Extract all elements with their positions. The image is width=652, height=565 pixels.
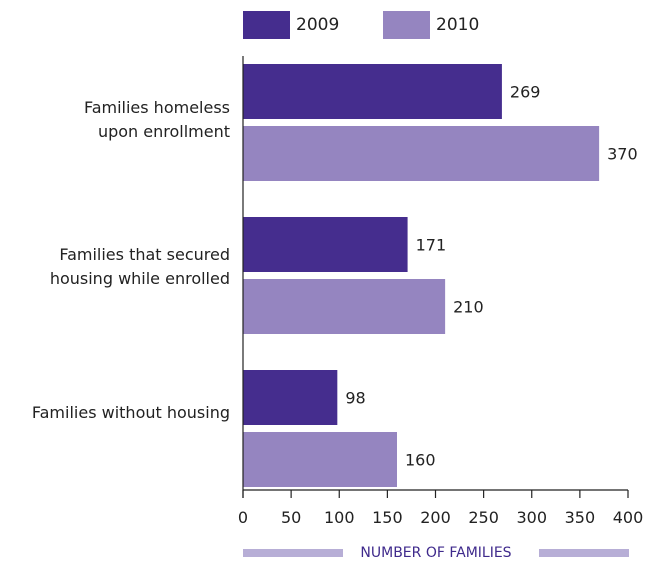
category-label-secured: Families that secured housing while enro…: [49, 245, 230, 288]
x-tick-label-0: 0: [238, 508, 248, 527]
x-tick-label-250: 250: [468, 508, 499, 527]
bar-2010-2: [243, 432, 397, 487]
legend-swatch-2009: [243, 11, 290, 39]
bar-2010-1: [243, 279, 446, 334]
x-tick-label-150: 150: [372, 508, 403, 527]
x-tick-label-400: 400: [613, 508, 644, 527]
bar-2010-0: [243, 126, 600, 181]
x-axis-title-rule-left: [243, 549, 343, 557]
bar-2009-2: [243, 370, 338, 425]
x-axis-title: NUMBER OF FAMILIES: [243, 543, 629, 563]
bar-2009-1: [243, 217, 408, 272]
legend-label-2010: 2010: [436, 15, 480, 35]
data-label-2010-0: 370: [607, 145, 638, 164]
x-axis-title-text: NUMBER OF FAMILIES: [354, 545, 518, 561]
data-label-2009-2: 98: [345, 389, 365, 408]
data-label-2010-1: 210: [453, 298, 484, 317]
bar-chart: 269 370 171 210 98 160 0 50 100 150 200 250 300 350 40…: [238, 56, 644, 527]
category-label-without: Families without housing: [31, 403, 230, 422]
legend-label-2009: 2009: [296, 15, 340, 35]
x-axis-title-rule-right: [539, 549, 629, 557]
category-label-homeless: Families homeless upon enrollment: [83, 98, 230, 141]
x-tick-label-100: 100: [324, 508, 355, 527]
legend-swatch-2010: [383, 11, 430, 39]
data-label-2010-2: 160: [405, 451, 436, 470]
data-label-2009-0: 269: [510, 83, 541, 102]
x-tick-label-350: 350: [565, 508, 596, 527]
x-tick-label-300: 300: [516, 508, 547, 527]
x-tick-label-200: 200: [420, 508, 451, 527]
x-tick-label-50: 50: [281, 508, 301, 527]
data-label-2009-1: 171: [416, 236, 447, 255]
bar-2009-0: [243, 64, 502, 119]
